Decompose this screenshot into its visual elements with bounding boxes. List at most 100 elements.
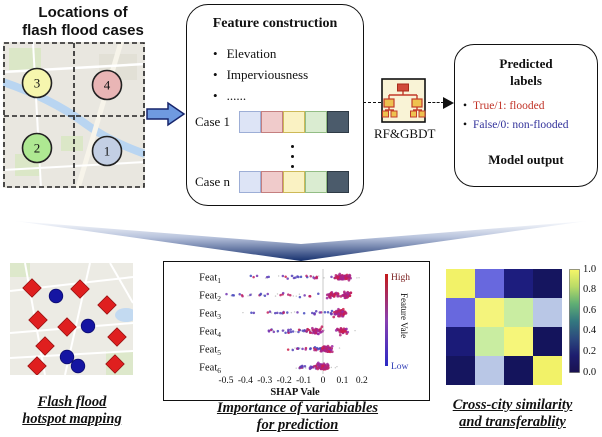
shap-caption-line2: for prediction: [256, 417, 339, 433]
map-park: [9, 48, 41, 70]
flood-hotspot-diamond: [70, 279, 90, 299]
shap-point: [342, 330, 345, 333]
shap-caption: Importance of variabiables for predictio…: [180, 400, 415, 434]
shap-point: [327, 347, 331, 351]
shap-point: [334, 273, 338, 277]
shap-point: [240, 293, 244, 297]
shap-point: [345, 291, 349, 295]
shap-point: [345, 327, 348, 331]
shap-point: [310, 311, 314, 315]
model-label: RF&GBDT: [374, 126, 436, 141]
shap-point: [294, 347, 296, 349]
flood-hotspot-circle: [70, 358, 86, 374]
shap-point: [330, 366, 333, 369]
shap-point: [314, 309, 318, 313]
heatmap-cell: [475, 298, 504, 327]
shap-point: [305, 274, 308, 278]
hotspot-caption-line1: Flash flood: [37, 394, 107, 410]
shap-point: [338, 333, 342, 337]
case-number: 2: [34, 141, 41, 156]
shap-point: [338, 272, 342, 276]
shap-point: [276, 293, 279, 295]
map-park: [61, 136, 83, 151]
shap-point: [348, 294, 352, 298]
shap-point: [289, 330, 293, 334]
shap-point: [323, 277, 325, 279]
feature-construction-box: Feature construction Elevation Imperviou…: [186, 4, 364, 206]
shap-point: [334, 329, 338, 332]
shap-point: [313, 364, 316, 368]
shap-feature-label: Feat2: [199, 291, 221, 304]
shap-point: [341, 307, 345, 311]
shap-x-tick: -0.1: [296, 376, 311, 386]
feature-cell: [239, 111, 261, 133]
shap-point: [279, 311, 282, 315]
shap-point: [323, 348, 327, 352]
shap-point: [281, 274, 285, 278]
heatmap-colorbar-tick: 0.6: [583, 304, 597, 316]
case-marker: 2: [21, 132, 53, 164]
shap-point: [284, 331, 287, 335]
vertical-ellipsis: [291, 145, 294, 175]
shap-point: [323, 365, 327, 369]
shap-point: [332, 315, 336, 319]
heatmap-cell: [504, 298, 533, 327]
shap-point: [324, 345, 328, 349]
shap-point: [289, 294, 292, 297]
flow-arrow-icon: [146, 101, 186, 127]
heatmap-cell: [504, 269, 533, 298]
shap-point: [281, 291, 285, 295]
feature-cell: [327, 171, 349, 193]
shap-point: [320, 349, 323, 353]
shap-point: [290, 274, 294, 278]
feature-box-title: Feature construction: [212, 16, 338, 31]
locations-title-line1: Locations of: [38, 4, 128, 21]
shap-feature-label: Feat1: [199, 273, 221, 286]
predicted-title-line1: Predicted: [499, 56, 553, 71]
shap-point: [316, 365, 320, 369]
shap-point: [293, 311, 296, 313]
shap-point: [252, 311, 256, 315]
shap-point: [323, 310, 327, 314]
shap-point: [276, 311, 279, 315]
heatmap-cell: [475, 269, 504, 298]
feature-bullets: Elevation Imperviousness ......: [213, 43, 309, 106]
heatmap-colorbar-tick: 0.2: [583, 345, 597, 357]
shap-point: [249, 293, 252, 297]
map-road: [32, 42, 42, 188]
shap-beeswarm-chart: Feat1 Feat2 Feat3 Feat4 Feat5 Feat6-0.5 -0.4 -0…: [199, 269, 410, 398]
heatmap-cell: [446, 327, 475, 356]
shap-point: [252, 275, 255, 279]
feature-cell: [261, 111, 283, 133]
feature-bullet: Elevation: [213, 43, 308, 64]
predicted-title-line2: labels: [510, 73, 542, 88]
shap-point: [298, 293, 301, 295]
shap-point: [343, 296, 347, 300]
shap-point: [308, 331, 312, 335]
heatmap-caption: Cross-city similarity and transferablity: [425, 397, 600, 431]
flood-hotspot-diamond: [27, 356, 47, 375]
shap-feature-label: Feat5: [199, 345, 221, 358]
shap-point: [305, 367, 307, 369]
shap-point: [295, 367, 297, 369]
shap-point: [266, 311, 270, 314]
shap-point: [276, 329, 280, 333]
dashed-connector: [363, 102, 381, 103]
heatmap-colorbar-tick: 0.0: [583, 366, 597, 378]
shap-point: [310, 365, 313, 369]
flood-hotspot-circle: [59, 349, 75, 365]
shap-point: [290, 311, 293, 314]
predicted-box-title: Predicted labels: [455, 55, 597, 89]
shap-point: [259, 293, 262, 297]
shap-point: [342, 313, 346, 316]
shap-x-tick: -0.3: [257, 376, 272, 386]
shap-point: [340, 328, 343, 332]
shap-x-tick: -0.4: [238, 376, 253, 386]
shap-colorbar-high-label: High: [391, 273, 410, 283]
predicted-items: • True/1: flooded • False/0: non-flooded: [463, 97, 569, 135]
shap-colorbar-title: Feature Vale: [399, 293, 409, 338]
flood-hotspot-diamond: [35, 336, 55, 356]
heatmap-cell: [533, 327, 562, 356]
shap-point: [304, 348, 307, 351]
predicted-item-false: • False/0: non-flooded: [463, 119, 569, 131]
